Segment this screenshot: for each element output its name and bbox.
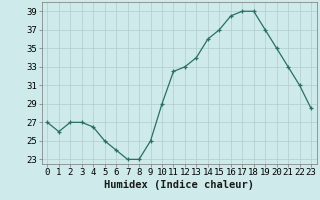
X-axis label: Humidex (Indice chaleur): Humidex (Indice chaleur)	[104, 180, 254, 190]
